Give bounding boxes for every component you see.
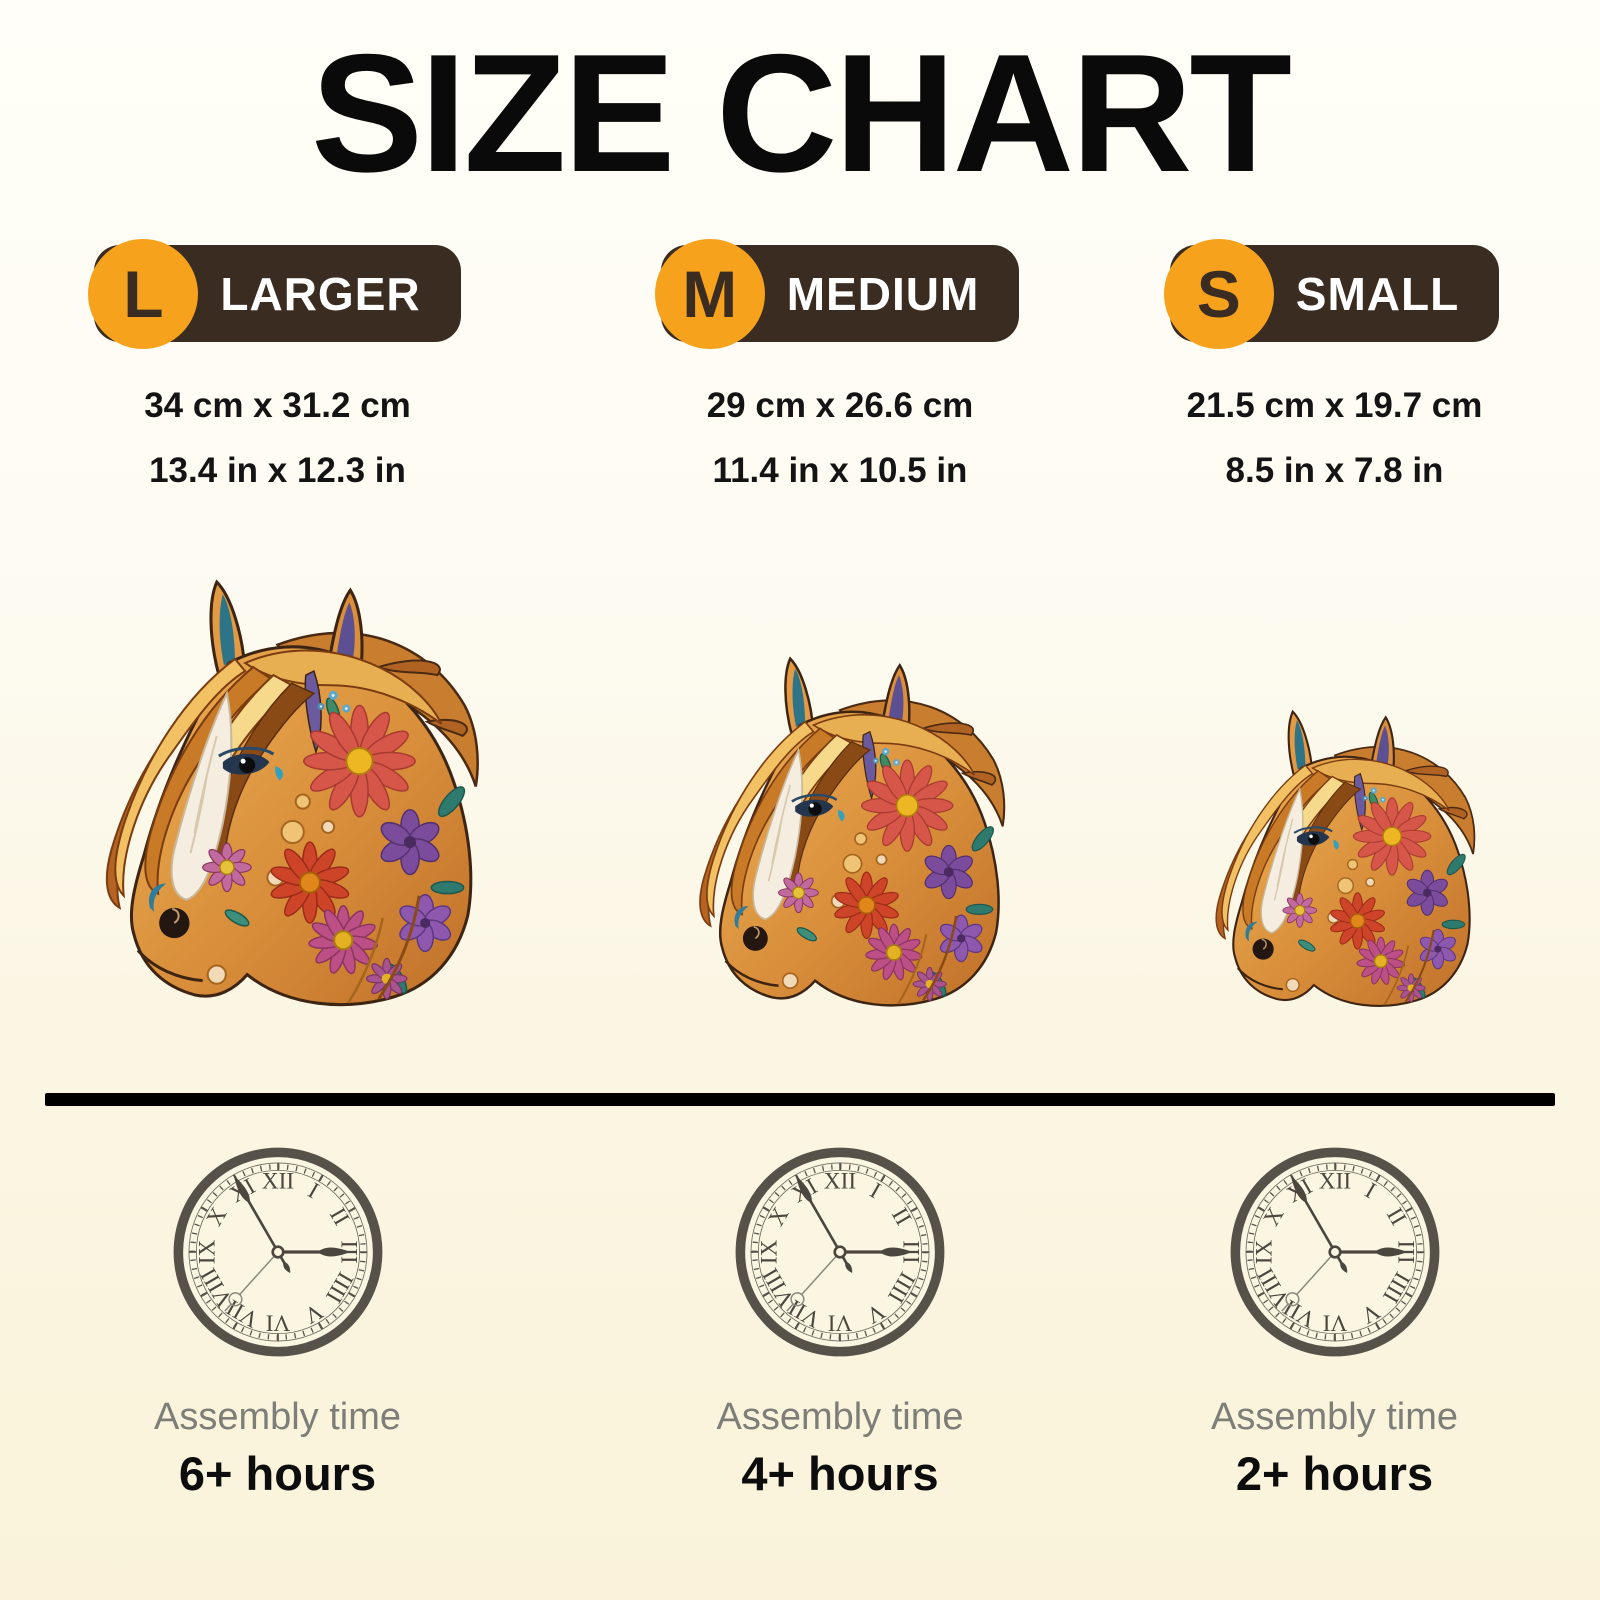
clock-icon [1229,1146,1441,1358]
size-badge-medium: M MEDIUM [654,238,1020,349]
page-title: SIZE CHART [311,19,1292,207]
dimensions-in: 13.4 in x 12.3 in [149,451,406,491]
horse-puzzle-illustration-medium [674,652,1006,1009]
dimensions-in: 11.4 in x 10.5 in [712,451,968,491]
size-letter-circle: L [88,238,199,349]
size-letter: M [682,256,738,331]
size-letter-circle: M [654,238,765,349]
size-badge-label: LARGER [220,267,421,320]
assembly-hours-row: 6+ hours 4+ hours 2+ hours [0,1436,1600,1497]
dimensions-medium: 29 cm x 26.6 cm 11.4 in x 10.5 in [707,388,974,488]
assembly-label-row: Assembly time Assembly time Assembly tim… [0,1358,1600,1436]
dimensions-cm: 34 cm x 31.2 cm [144,386,411,426]
puzzle-image-larger [75,574,480,1009]
assembly-hours: 4+ hours [741,1447,939,1501]
dimensions-small: 21.5 cm x 19.7 cm 8.5 in x 7.8 in [1187,388,1483,488]
clock-row [0,1146,1600,1358]
size-badge-label: SMALL [1295,267,1460,320]
assembly-time-label: Assembly time [153,1396,402,1439]
size-badge-small: S SMALL [1163,238,1500,349]
size-badge-label: MEDIUM [786,267,980,320]
dimensions-cm: 29 cm x 26.6 cm [706,386,974,426]
horse-puzzle-illustration-small [1194,706,1476,1009]
clock-icon [734,1146,946,1358]
horse-puzzle-illustration-large [75,574,480,1009]
clock-icon [172,1146,384,1358]
divider-line [45,1093,1555,1107]
badge-row: L LARGER M MEDIUM S SMALL [0,238,1600,349]
dimensions-larger: 34 cm x 31.2 cm 13.4 in x 12.3 in [144,388,411,488]
dimensions-in: 8.5 in x 7.8 in [1225,451,1444,491]
dimensions-cm: 21.5 cm x 19.7 cm [1186,386,1483,426]
puzzle-image-medium [674,652,1006,1009]
assembly-time-label: Assembly time [1210,1396,1459,1439]
size-badge-larger: L LARGER [88,238,461,349]
size-letter-circle: S [1163,238,1274,349]
puzzle-image-row [0,562,1600,1009]
puzzle-image-small [1194,706,1476,1009]
size-letter: S [1196,256,1241,331]
assembly-hours: 2+ hours [1235,1447,1434,1501]
size-letter: L [123,256,164,331]
assembly-time-label: Assembly time [716,1396,964,1439]
assembly-hours: 6+ hours [178,1447,377,1501]
dimensions-row: 34 cm x 31.2 cm 13.4 in x 12.3 in 29 cm … [0,388,1600,488]
